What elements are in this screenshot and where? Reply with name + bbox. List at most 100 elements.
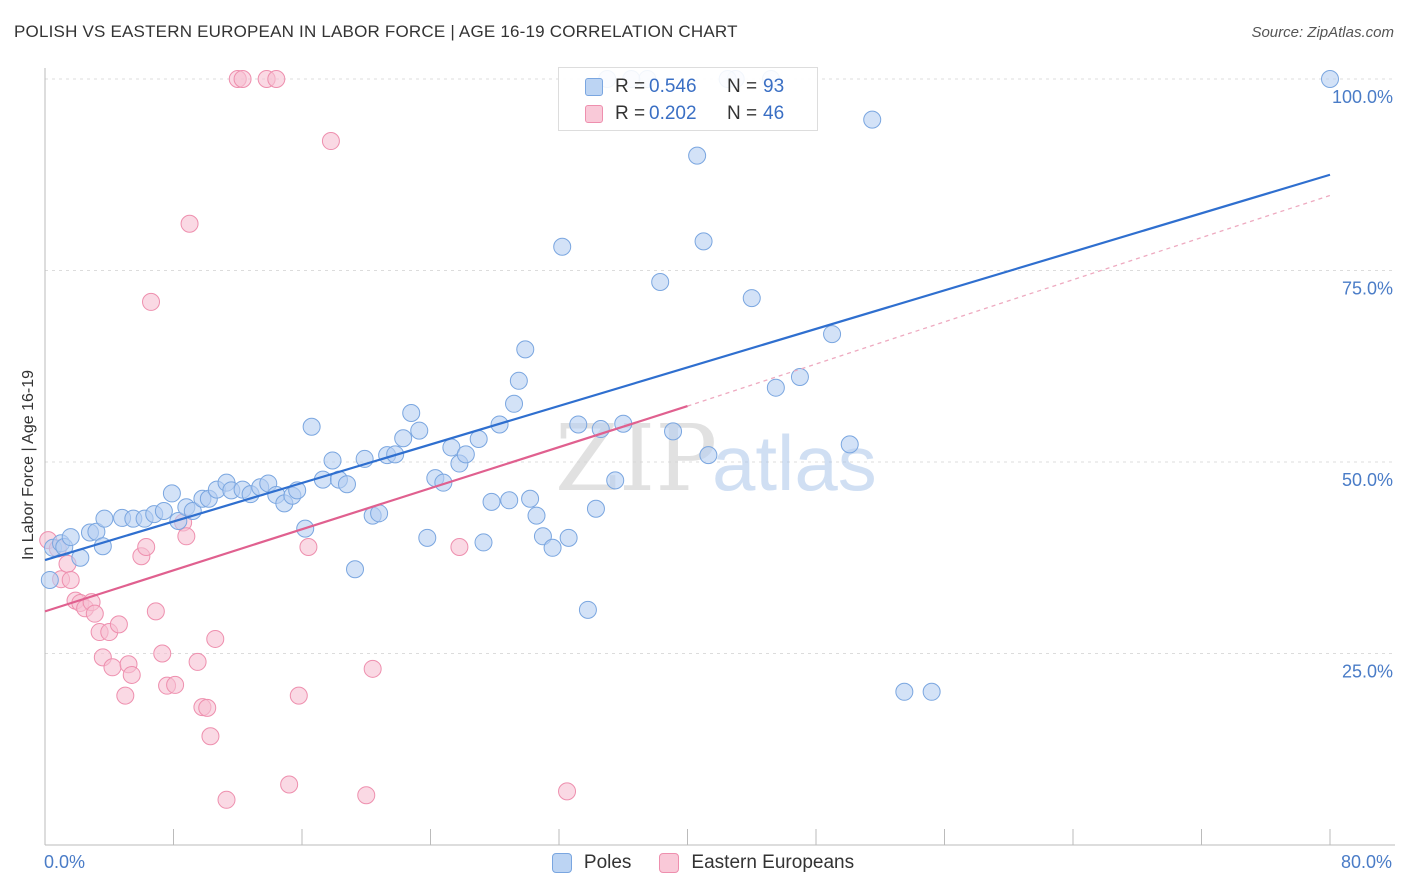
poles-point — [456, 445, 475, 464]
poles-point — [434, 473, 453, 492]
poles-point — [569, 415, 588, 434]
y-tick-label: 75.0% — [1342, 279, 1393, 299]
poles-point — [694, 232, 713, 251]
eastern-point — [206, 629, 225, 648]
eastern-point — [146, 602, 165, 621]
poles-point — [559, 528, 578, 547]
legend-poles-swatch — [551, 853, 572, 873]
eastern-point — [299, 538, 318, 557]
poles-point — [922, 682, 941, 701]
poles-point — [61, 528, 80, 547]
poles-point — [323, 451, 342, 470]
x-axis-min-label: 0.0% — [44, 852, 86, 872]
poles-point — [863, 110, 882, 129]
poles-point — [410, 421, 429, 440]
eastern-point — [201, 727, 220, 746]
poles-point — [469, 430, 488, 449]
watermark-atlas: atlas — [712, 419, 877, 507]
legend-item-eastern[interactable]: Eastern Europeans — [659, 852, 854, 874]
eastern-point — [321, 132, 340, 151]
poles-point — [766, 378, 785, 397]
poles-point — [521, 489, 540, 508]
eastern-point — [116, 686, 135, 705]
eastern-point — [103, 658, 122, 677]
poles-r-value: 0.546 — [649, 76, 697, 97]
eastern-point — [166, 675, 185, 694]
poles-point — [162, 484, 181, 503]
eastern-point — [267, 70, 286, 88]
poles-point — [553, 237, 572, 256]
series-legend: Poles Eastern Europeans — [0, 852, 1406, 874]
poles-point — [346, 560, 365, 579]
poles-point — [533, 527, 552, 546]
poles-point — [651, 272, 670, 291]
eastern-r-label: R = — [615, 103, 646, 124]
poles-point — [606, 471, 625, 490]
poles-swatch — [585, 78, 603, 96]
eastern-point — [180, 214, 199, 233]
chart-title: POLISH VS EASTERN EUROPEAN IN LABOR FORC… — [14, 22, 738, 41]
legend-poles-label: Poles — [583, 852, 632, 873]
eastern-point — [233, 70, 252, 88]
eastern-point — [217, 790, 236, 809]
legend-eastern-label: Eastern Europeans — [691, 852, 855, 873]
poles-point — [823, 325, 842, 344]
poles-point — [586, 499, 605, 518]
eastern-point — [558, 782, 577, 801]
poles-point — [1321, 70, 1339, 88]
eastern-point — [198, 698, 217, 717]
poles-point — [527, 506, 546, 525]
poles-point — [154, 502, 173, 521]
poles-trend-line — [44, 173, 1331, 562]
eastern-point — [142, 292, 161, 311]
eastern-r-value: 0.202 — [649, 103, 697, 124]
poles-n-value: 93 — [763, 76, 785, 97]
poles-points — [40, 70, 1339, 701]
source-label: Source: ZipAtlas.com — [1251, 24, 1394, 41]
y-axis-label: In Labor Force | Age 16-19 — [20, 369, 37, 561]
poles-point — [500, 491, 519, 510]
x-axis-max-label: 80.0% — [1340, 852, 1392, 872]
eastern-point — [122, 665, 141, 684]
poles-point — [394, 429, 413, 448]
poles-point — [95, 509, 114, 528]
y-tick-label: 25.0% — [1342, 662, 1393, 682]
poles-point — [688, 146, 707, 165]
eastern-point — [61, 570, 80, 589]
eastern-point — [109, 615, 128, 634]
eastern-point — [153, 644, 172, 663]
legend-item-poles[interactable]: Poles — [551, 852, 632, 874]
poles-point — [790, 367, 809, 386]
poles-point — [474, 533, 493, 552]
poles-point — [543, 538, 562, 557]
eastern-trend-line — [44, 405, 688, 613]
axes — [44, 68, 1395, 846]
eastern-point — [357, 786, 376, 805]
eastern-point — [280, 775, 299, 794]
poles-point — [509, 371, 528, 390]
eastern-point — [363, 659, 382, 678]
eastern-point — [188, 652, 207, 671]
eastern-trend-extension — [687, 194, 1331, 407]
poles-point — [505, 394, 524, 413]
gridlines — [45, 78, 1395, 654]
eastern-point — [289, 686, 308, 705]
eastern-n-value: 46 — [763, 103, 785, 124]
y-tick-labels: 25.0% 50.0% 75.0% 100.0% — [1332, 87, 1393, 682]
poles-point — [664, 422, 683, 441]
eastern-swatch — [585, 105, 603, 123]
eastern-europeans-points — [39, 70, 577, 809]
poles-point — [40, 570, 59, 589]
legend-row-eastern: R = 0.202 N = 46 — [585, 103, 784, 125]
poles-point — [337, 475, 356, 494]
y-tick-label: 50.0% — [1342, 470, 1393, 490]
poles-point — [418, 528, 437, 547]
legend-row-poles: R = 0.546 N = 93 — [585, 76, 784, 98]
poles-point — [840, 435, 859, 454]
poles-point — [516, 340, 535, 359]
eastern-n-label: N = — [727, 103, 758, 124]
eastern-point — [137, 538, 156, 557]
y-tick-label: 100.0% — [1332, 87, 1393, 107]
correlation-legend: R = 0.546 N = 93 R = 0.202 N = 46 — [558, 67, 818, 131]
